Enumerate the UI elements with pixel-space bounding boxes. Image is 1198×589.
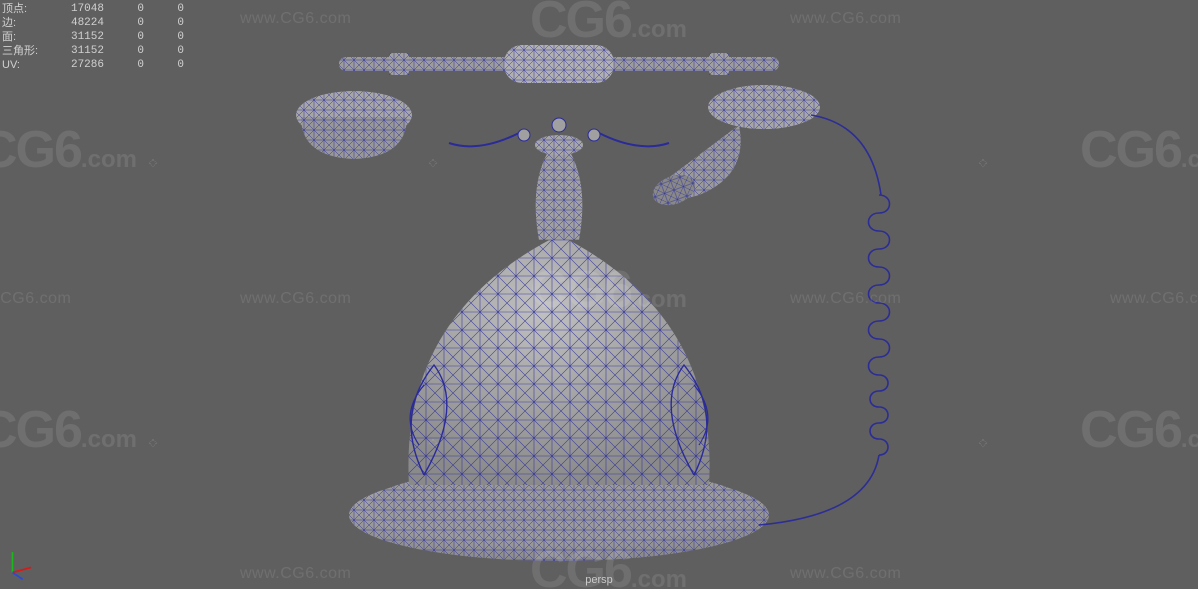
watermark-diamond: [149, 439, 157, 447]
watermark-logo: CG6.com: [0, 120, 137, 180]
hud-col3: 0: [152, 30, 192, 44]
watermark-diamond: [979, 439, 987, 447]
hud-row-faces: 面: 31152 0 0: [2, 30, 192, 44]
hud-value: 27286: [54, 58, 112, 72]
hud-col3: 0: [152, 44, 192, 58]
hud-col3: 0: [152, 58, 192, 72]
hud-row-edges: 边: 48224 0 0: [2, 16, 192, 30]
hud-col2: 0: [112, 2, 152, 16]
hud-col2: 0: [112, 58, 152, 72]
hud-label: 三角形:: [2, 44, 54, 58]
hud-col2: 0: [112, 30, 152, 44]
viewport-3d[interactable]: 顶点: 17048 0 0 边: 48224 0 0 面: 31152 0 0: [0, 0, 1198, 589]
view-axis-gizmo[interactable]: [4, 547, 38, 581]
watermark-logo: CG6.com: [1080, 120, 1198, 180]
hud-label: 面:: [2, 30, 54, 44]
hud-label: 顶点:: [2, 2, 54, 16]
hud-col2: 0: [112, 44, 152, 58]
watermark-url: www.CG6.com: [1110, 290, 1198, 308]
hud-label: UV:: [2, 58, 54, 72]
hud-value: 48224: [54, 16, 112, 30]
watermark-diamond: [979, 159, 987, 167]
hud-label: 边:: [2, 16, 54, 30]
hud-value: 31152: [54, 30, 112, 44]
hud-value: 31152: [54, 44, 112, 58]
watermark-url: www.CG6.com: [0, 290, 71, 308]
model-wireframe-telephone: [219, 15, 979, 575]
watermark-logo: CG6.com: [1080, 400, 1198, 460]
hud-row-verts: 顶点: 17048 0 0: [2, 2, 192, 16]
camera-label: persp: [585, 574, 613, 586]
hud-row-tris: 三角形: 31152 0 0: [2, 44, 192, 58]
hud-value: 17048: [54, 2, 112, 16]
hud-col3: 0: [152, 2, 192, 16]
poly-count-hud: 顶点: 17048 0 0 边: 48224 0 0 面: 31152 0 0: [2, 2, 192, 72]
watermark-diamond: [149, 159, 157, 167]
hud-col3: 0: [152, 16, 192, 30]
hud-table: 顶点: 17048 0 0 边: 48224 0 0 面: 31152 0 0: [2, 2, 192, 72]
hud-col2: 0: [112, 16, 152, 30]
hud-row-uvs: UV: 27286 0 0: [2, 58, 192, 72]
watermark-logo: CG6.com: [0, 400, 137, 460]
